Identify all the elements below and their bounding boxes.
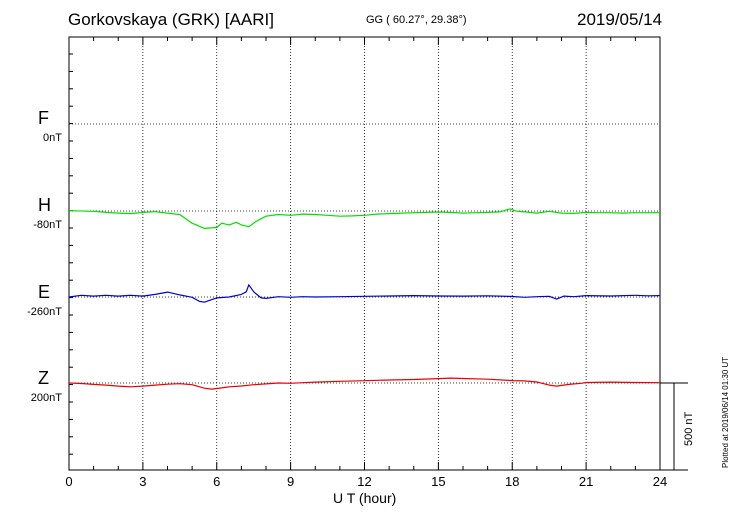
series-line-h [68, 208, 660, 229]
component-label-h: H [38, 195, 51, 215]
x-tick-label: 3 [139, 474, 146, 489]
x-tick-label: 15 [431, 474, 445, 489]
x-tick-label: 21 [579, 474, 593, 489]
component-baseline-e: -260nT [27, 306, 62, 318]
series-line-e [68, 284, 661, 303]
scale-bar-label: 500 nT [683, 411, 695, 446]
x-tick-label: 12 [357, 474, 371, 489]
component-label-e: E [38, 282, 51, 302]
component-baseline-h: -80nT [33, 219, 62, 231]
component-label-z: Z [38, 368, 49, 388]
station-title: Gorkovskaya (GRK) [AARI] [68, 10, 274, 29]
component-baseline-f: 0nT [43, 132, 62, 144]
station-coordinates: GG ( 60.27°, 29.38°) [366, 14, 467, 26]
series-line-z [68, 377, 661, 390]
x-tick-label: 9 [287, 474, 294, 489]
component-label-f: F [38, 108, 49, 128]
x-tick-label: 18 [505, 474, 519, 489]
plotted-timestamp: Plotted at 2019/06/14 01:30 UT [721, 356, 730, 468]
x-tick-label: 24 [653, 474, 667, 489]
x-axis-label: U T (hour) [333, 490, 397, 506]
component-baseline-z: 200nT [30, 392, 62, 404]
x-tick-label: 6 [213, 474, 220, 489]
plot-date: 2019/05/14 [577, 10, 663, 29]
x-tick-label: 0 [65, 474, 72, 489]
